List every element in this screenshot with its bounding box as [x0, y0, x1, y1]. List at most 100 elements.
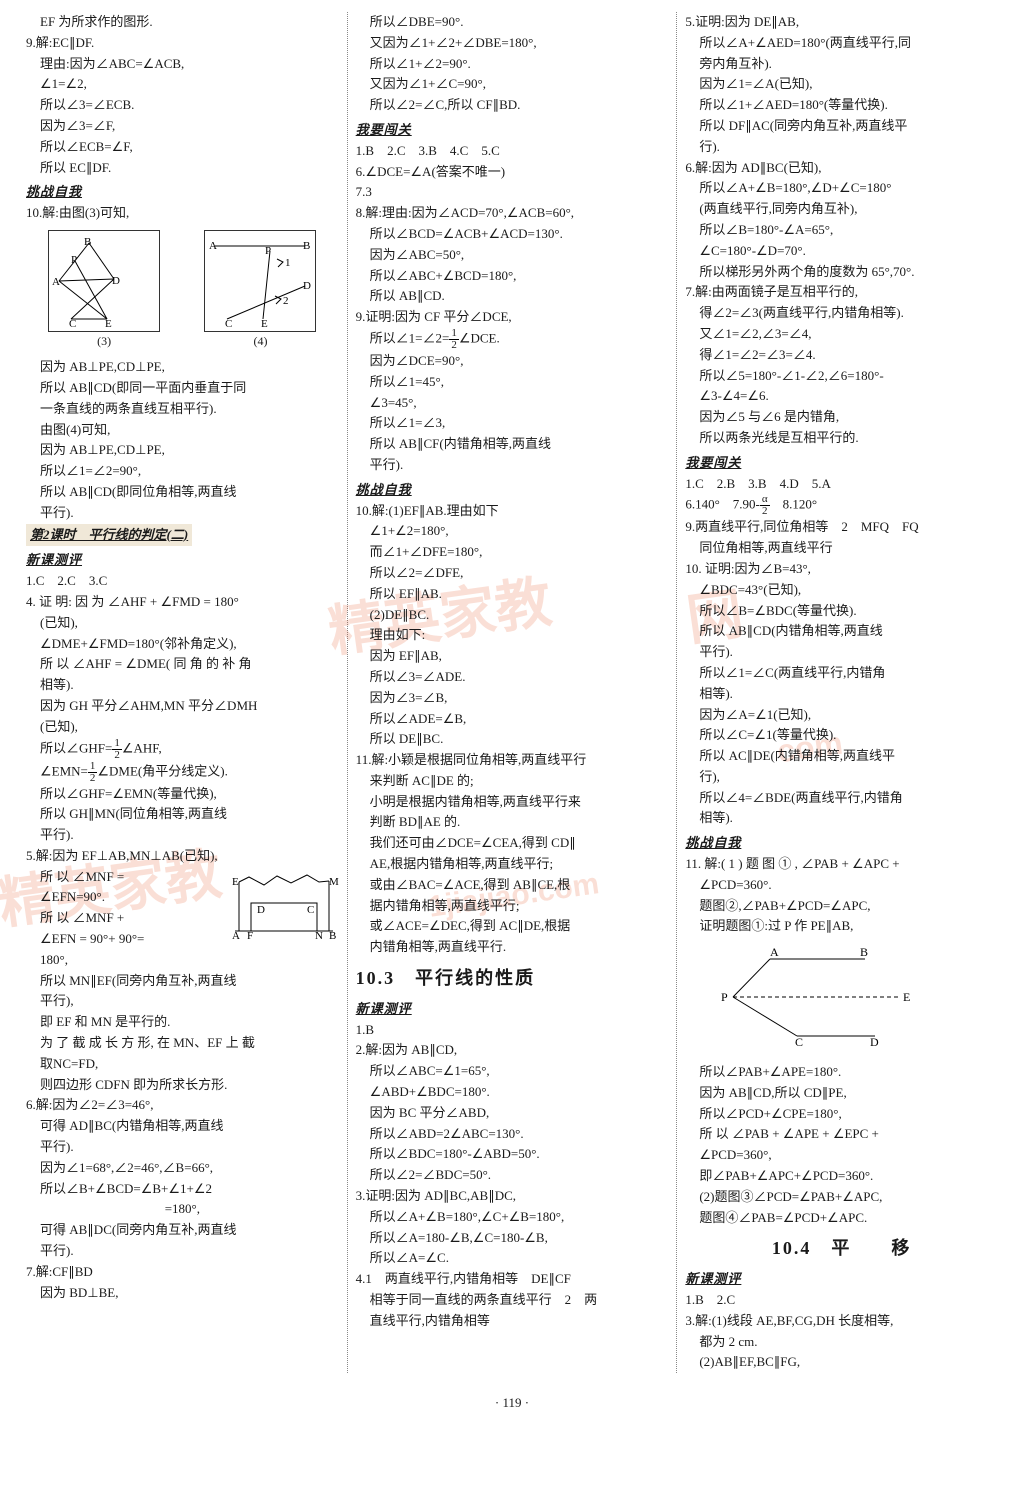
text: 所以∠2=∠DFE,	[370, 563, 669, 584]
text: 5.证明:因为 DE∥AB,	[685, 12, 998, 33]
text: 又因为∠1+∠2+∠DBE=180°,	[370, 33, 669, 54]
text: 所以∠B=180°-∠A=65°,	[699, 220, 998, 241]
text: 所以∠1=∠2=90°,	[40, 461, 339, 482]
text: 又因为∠1+∠C=90°,	[370, 74, 669, 95]
text: 直线平行,内错角相等	[370, 1311, 669, 1332]
text: 一条直线的两条直线互相平行).	[40, 399, 339, 420]
text: 所以梯形另外两个角的度数为 65°,70°.	[699, 262, 998, 283]
text: 所以 EC∥DF.	[40, 158, 339, 179]
text: 所以∠ABC+∠BCD=180°,	[370, 266, 669, 287]
text: 所以∠BCD=∠ACB+∠ACD=130°.	[370, 224, 669, 245]
svg-text:E: E	[105, 318, 112, 330]
svg-text:E: E	[903, 990, 910, 1004]
text: ∠EMN=	[40, 763, 88, 778]
text: 因为∠3=∠F,	[40, 116, 339, 137]
text: 3.证明:因为 AD∥BC,AB∥DC,	[356, 1186, 669, 1207]
text: (已知),	[40, 613, 339, 634]
page-number: · 119 ·	[0, 1385, 1024, 1422]
text: 7.解:CF∥BD	[26, 1262, 339, 1283]
text: 或由∠BAC=∠ACE,得到 AB∥CE,根	[370, 875, 669, 896]
heading-new-lesson: 新课测评	[356, 999, 669, 1020]
text: 因为∠1=∠A(已知),	[699, 74, 998, 95]
text: 因为∠DCE=90°,	[370, 351, 669, 372]
text: 则四边形 CDFN 即为所求长方形.	[40, 1075, 339, 1096]
figure-4: P 1 B A D 2 C E	[204, 230, 316, 351]
svg-text:P: P	[721, 990, 728, 1004]
text: 8.解:理由:因为∠ACD=70°,∠ACB=60°,	[356, 203, 669, 224]
heading-challenge: 我要闯关	[356, 120, 669, 141]
text: 相等于同一直线的两条直线平行 2 两	[370, 1290, 669, 1311]
text: EF 为所求作的图形.	[40, 12, 339, 33]
text: 6.解:因为∠2=∠3=46°,	[26, 1095, 339, 1116]
text: 所以两条光线是互相平行的.	[699, 428, 998, 449]
text: 可得 AB∥DC(同旁内角互补,两直线	[40, 1220, 339, 1241]
text: 相等).	[699, 808, 998, 829]
text: 所以∠ABC=∠1=65°,	[370, 1061, 669, 1082]
text: 所以∠1=∠3,	[370, 413, 669, 434]
svg-text:B: B	[84, 236, 91, 248]
text: 6.∠DCE=∠A(答案不唯一)	[356, 162, 669, 183]
text: ∠1+∠2=180°,	[370, 521, 669, 542]
text: 同位角相等,两直线平行	[699, 538, 998, 559]
text: 9.证明:因为 CF 平分∠DCE,	[356, 307, 669, 328]
text: 证明题图①:过 P 作 PE∥AB,	[699, 916, 998, 937]
text: 5.解:因为 EF⊥AB,MN⊥AB(已知),	[26, 846, 339, 867]
heading-new-lesson: 新课测评	[685, 1269, 998, 1290]
text: 因为 AB⊥PE,CD⊥PE,	[40, 440, 339, 461]
svg-text:C: C	[69, 318, 76, 330]
text: 11.解:小颖是根据同位角相等,两直线平行	[356, 750, 669, 771]
text: 相等).	[699, 684, 998, 705]
text: =180°,	[26, 1199, 339, 1220]
text: 10.解:由图(3)可知,	[26, 203, 339, 224]
text: 所以 GH∥MN(同位角相等,两直线	[40, 804, 339, 825]
text: 因为 GH 平分∠AHM,MN 平分∠DMH	[40, 696, 339, 717]
text: 1.B 2.C	[685, 1290, 998, 1311]
text: 所 以 ∠PAB + ∠APE + ∠EPC +	[699, 1124, 998, 1145]
text: 平行).	[40, 1241, 339, 1262]
svg-text:C: C	[307, 904, 314, 916]
text: 所以∠3=∠ECB.	[40, 95, 339, 116]
fraction: 12	[88, 761, 98, 784]
text: ∠PCD=360°,	[699, 1145, 998, 1166]
text: 6.140° 7.90-α2 8.120°	[685, 494, 998, 517]
text: 我们还可由∠DCE=∠CEA,得到 CD∥	[370, 833, 669, 854]
text: 10. 证明:因为∠B=43°,	[685, 559, 998, 580]
section-heading: 第2课时 平行线的判定(二)	[26, 524, 192, 547]
fraction: 12	[449, 328, 459, 351]
text: 11. 解:( 1 ) 题 图 ① , ∠PAB + ∠APC +	[685, 854, 998, 875]
text: 6.140° 7.90-	[685, 497, 760, 512]
text: 所以∠PAB+∠APE=180°.	[699, 1062, 998, 1083]
text: 判断 BD∥AE 的.	[370, 812, 669, 833]
text: 因为∠ABC=50°,	[370, 245, 669, 266]
svg-text:E: E	[261, 318, 268, 330]
text: 7.3	[356, 182, 669, 203]
svg-text:D: D	[257, 904, 265, 916]
svg-text:2: 2	[283, 295, 289, 307]
text: 1.B	[356, 1020, 669, 1041]
text: 题图②,∠PAB+∠PCD=∠APC,	[699, 896, 998, 917]
figure-rectangle: E M D C A F N B	[229, 867, 339, 942]
fig-caption: (3)	[48, 332, 160, 351]
text: 相等).	[40, 675, 339, 696]
text: 平行).	[370, 455, 669, 476]
text: (两直线平行,同旁内角互补),	[699, 199, 998, 220]
text: 所以 DF∥AC(同旁内角互补,两直线平	[699, 116, 998, 137]
text: 即 EF 和 MN 是平行的.	[40, 1012, 339, 1033]
svg-text:A: A	[232, 930, 240, 942]
text: 据内错角相等,两直线平行;	[370, 896, 669, 917]
text: 而∠1+∠DFE=180°,	[370, 542, 669, 563]
text: 得∠1=∠2=∠3=∠4.	[699, 345, 998, 366]
text: 平行).	[40, 1137, 339, 1158]
text: ∠AHF,	[122, 740, 162, 755]
heading-challenge: 挑战自我	[26, 182, 339, 203]
text: 理由如下:	[370, 625, 669, 646]
text: 所以 AB∥CF(内错角相等,两直线	[370, 434, 669, 455]
text: 所以∠ECB=∠F,	[40, 137, 339, 158]
text: 6.解:因为 AD∥BC(已知),	[685, 158, 998, 179]
text: 所以∠1=∠C(两直线平行,内错角	[699, 663, 998, 684]
svg-text:B: B	[329, 930, 336, 942]
text: 因为 EF∥AB,	[370, 646, 669, 667]
text: 所以 EF∥AB.	[370, 584, 669, 605]
text: 题图④∠PAB=∠PCD+∠APC.	[699, 1208, 998, 1229]
fraction: 12	[112, 738, 122, 761]
